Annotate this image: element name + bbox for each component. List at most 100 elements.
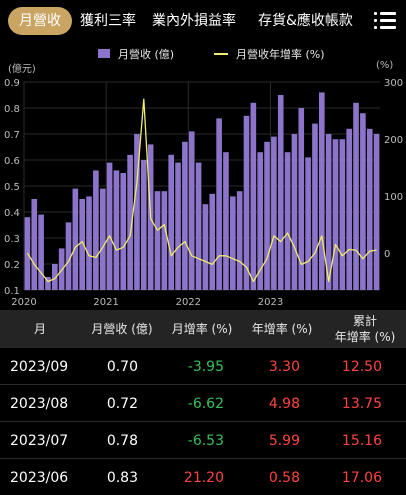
revenue-bar <box>120 173 127 290</box>
table-row[interactable]: 2023/09 0.70 -3.95 3.30 12.50 <box>0 348 406 384</box>
table-row[interactable]: 2023/06 0.83 21.20 0.58 17.06 <box>0 459 406 495</box>
revenue-bar <box>223 152 229 290</box>
left-tick-label: 0.3 <box>4 234 20 245</box>
legend-item-yoy[interactable]: 月營收年增率 (%) <box>214 46 364 62</box>
cell-revenue: 0.83 <box>106 470 138 486</box>
row-divider <box>0 458 406 459</box>
cell-cumulative-yoy: 12.50 <box>341 359 382 375</box>
revenue-bar <box>93 170 99 290</box>
cell-yoy: 5.99 <box>268 433 300 449</box>
revenue-bar <box>31 199 38 290</box>
cell-yoy: 3.30 <box>268 359 300 375</box>
hamburger-menu-icon[interactable] <box>374 12 396 30</box>
revenue-bar <box>373 134 380 290</box>
cell-cumulative-yoy: 15.16 <box>341 433 382 449</box>
col-header-yoy: 年增率 (%) <box>251 322 313 336</box>
revenue-bar <box>366 128 373 290</box>
revenue-bar <box>319 92 325 291</box>
revenue-bar <box>250 102 257 290</box>
revenue-bar <box>312 123 318 290</box>
legend-swatch-bar <box>98 49 110 58</box>
cell-month: 2023/08 <box>10 396 69 412</box>
left-tick-label: 0.8 <box>4 104 20 115</box>
revenue-bar <box>346 128 352 290</box>
cell-cumulative-yoy: 13.75 <box>341 396 382 412</box>
cell-revenue: 0.72 <box>106 396 138 412</box>
left-tick-label: 0.6 <box>4 156 20 167</box>
tab-inventory-receivables[interactable]: 存貨&應收帳款 <box>258 13 353 29</box>
yoy-line <box>26 98 377 283</box>
revenue-bar <box>339 139 346 290</box>
cell-yoy: 0.58 <box>268 470 300 486</box>
revenue-bar <box>134 134 140 290</box>
revenue-bar <box>216 118 222 291</box>
revenue-bar <box>127 154 133 290</box>
revenue-bar <box>353 102 359 290</box>
right-tick-label: 0 <box>384 249 390 260</box>
x-tick-label: 2022 <box>176 297 201 308</box>
right-tick-label: 100 <box>384 192 403 203</box>
revenue-bar <box>106 162 113 290</box>
left-tick-label: 0.9 <box>4 78 20 89</box>
left-tick-label: 0.4 <box>4 208 20 219</box>
legend-label-yoy: 月營收年增率 (%) <box>236 48 325 61</box>
revenue-bar <box>243 115 250 290</box>
left-tick-label: 0.5 <box>4 182 20 193</box>
revenue-bar <box>298 108 305 290</box>
revenue-bar <box>209 193 216 290</box>
revenue-bar <box>202 204 209 290</box>
chart-axes: 0.1 0.2 0.3 0.4 0.5 0.6 0.7 0.8 0.9 0 100 200 300 202… <box>4 78 403 308</box>
cell-month: 2023/06 <box>10 470 69 486</box>
legend-swatch-line <box>214 53 228 55</box>
tab-monthly-revenue[interactable]: 月營收 <box>8 7 72 35</box>
revenue-bar <box>99 188 106 290</box>
left-tick-label: 0.7 <box>4 130 20 141</box>
revenue-bar <box>154 191 161 290</box>
revenue-bar <box>65 222 72 290</box>
col-header-cumulative-line2: 年增率 (%) <box>334 330 396 344</box>
x-tick-label: 2023 <box>258 297 283 308</box>
legend-item-revenue[interactable]: 月營收 (億) <box>98 46 208 62</box>
row-divider <box>0 421 406 422</box>
revenue-bars <box>24 92 380 291</box>
revenue-bar <box>332 139 339 290</box>
cell-revenue: 0.78 <box>106 433 138 449</box>
revenue-bar <box>52 264 58 290</box>
table-row[interactable]: 2023/08 0.72 -6.62 4.98 13.75 <box>0 385 406 421</box>
left-axis-unit: (億元) <box>8 64 36 75</box>
cell-mom: 21.20 <box>183 470 224 486</box>
revenue-bar <box>284 152 291 290</box>
revenue-bar <box>113 170 120 290</box>
right-axis-unit: (%) <box>376 60 394 71</box>
revenue-bar <box>325 134 332 290</box>
revenue-bar <box>188 131 195 290</box>
revenue-bar <box>230 196 236 290</box>
cell-month: 2023/09 <box>10 359 69 375</box>
revenue-bar <box>182 141 188 290</box>
revenue-bar <box>38 214 44 290</box>
table-row[interactable]: 2023/07 0.78 -6.53 5.99 15.16 <box>0 422 406 458</box>
revenue-bar <box>175 162 181 290</box>
row-divider <box>0 384 406 385</box>
tab-non-operating[interactable]: 業內外損益率 <box>152 13 236 29</box>
tab-profit-margins[interactable]: 獲利三率 <box>80 13 136 29</box>
cell-mom: -6.62 <box>187 396 224 412</box>
left-tick-label: 0.2 <box>4 260 20 271</box>
revenue-bar <box>161 191 168 290</box>
cell-mom: -6.53 <box>187 433 224 449</box>
revenue-bar <box>291 134 298 290</box>
legend-label-revenue: 月營收 (億) <box>118 48 175 61</box>
revenue-bar <box>195 162 202 290</box>
left-tick-label: 0.1 <box>4 286 20 297</box>
tab-bar: 月營收 獲利三率 業內外損益率 存貨&應收帳款 <box>0 0 406 42</box>
yoy-line-path <box>26 98 377 283</box>
revenue-bar <box>79 199 85 290</box>
table-header: 月 月營收 (億) 月增率 (%) 年增率 (%) 累計 年增率 (%) <box>0 310 406 348</box>
col-header-revenue: 月營收 (億) <box>91 322 153 336</box>
cell-revenue: 0.70 <box>106 359 138 375</box>
revenue-bar <box>264 141 270 290</box>
revenue-bar <box>141 160 147 290</box>
revenue-bar <box>72 188 79 290</box>
cell-mom: -3.95 <box>187 359 224 375</box>
revenue-bar <box>257 152 263 290</box>
